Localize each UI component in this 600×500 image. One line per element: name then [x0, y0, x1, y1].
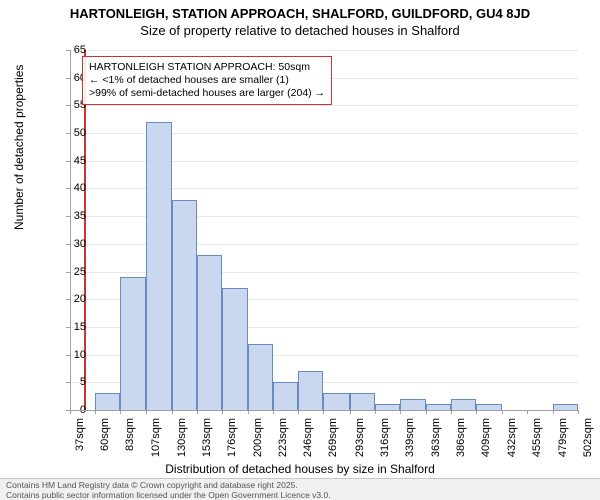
chart-container: HARTONLEIGH, STATION APPROACH, SHALFORD,…: [0, 0, 600, 500]
annotation-line3: >99% of semi-detached houses are larger …: [89, 87, 325, 100]
histogram-bar: [350, 393, 375, 410]
annotation-line1: HARTONLEIGH STATION APPROACH: 50sqm: [89, 61, 325, 74]
x-axis-label: Distribution of detached houses by size …: [0, 462, 600, 476]
y-axis-label: Number of detached properties: [12, 65, 26, 230]
chart-title-line1: HARTONLEIGH, STATION APPROACH, SHALFORD,…: [0, 6, 600, 21]
histogram-bar: [400, 399, 426, 410]
annotation-line2: ← <1% of detached houses are smaller (1): [89, 74, 325, 87]
histogram-bar: [95, 393, 120, 410]
annotation-box: HARTONLEIGH STATION APPROACH: 50sqm ← <1…: [82, 56, 332, 105]
histogram-bar: [323, 393, 349, 410]
grid-line: [70, 50, 578, 51]
x-tick-mark: [578, 410, 579, 414]
histogram-bar: [273, 382, 298, 410]
histogram-bar: [451, 399, 476, 410]
histogram-bar: [248, 344, 273, 410]
histogram-bar: [222, 288, 248, 410]
histogram-bar: [172, 200, 197, 410]
grid-line: [70, 105, 578, 106]
x-axis-line: [70, 410, 578, 411]
footer-line2: Contains public sector information licen…: [6, 490, 594, 500]
histogram-bar: [146, 122, 171, 410]
footer: Contains HM Land Registry data © Crown c…: [0, 478, 600, 500]
y-axis-line: [70, 50, 71, 410]
histogram-bar: [197, 255, 222, 410]
title-block: HARTONLEIGH, STATION APPROACH, SHALFORD,…: [0, 6, 600, 38]
footer-line1: Contains HM Land Registry data © Crown c…: [6, 480, 594, 490]
histogram-bar: [298, 371, 323, 410]
chart-title-line2: Size of property relative to detached ho…: [0, 23, 600, 38]
histogram-bar: [120, 277, 146, 410]
